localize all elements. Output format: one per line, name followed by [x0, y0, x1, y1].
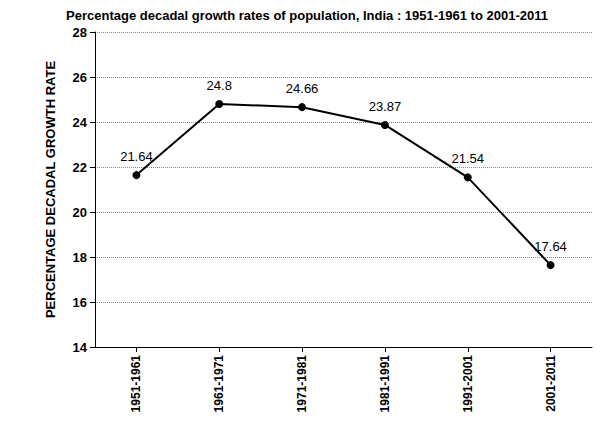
- svg-text:1961-1971: 1961-1971: [212, 355, 226, 413]
- svg-text:24.8: 24.8: [207, 78, 232, 93]
- svg-text:26: 26: [73, 70, 87, 85]
- svg-text:23.87: 23.87: [369, 99, 402, 114]
- svg-text:20: 20: [73, 205, 87, 220]
- svg-text:21.54: 21.54: [451, 151, 484, 166]
- svg-text:14: 14: [73, 340, 88, 355]
- svg-text:2001-2011: 2001-2011: [544, 355, 558, 412]
- svg-text:24.66: 24.66: [286, 81, 319, 96]
- svg-text:22: 22: [73, 160, 87, 175]
- svg-text:21.64: 21.64: [120, 149, 153, 164]
- svg-text:28: 28: [73, 25, 87, 40]
- svg-text:1981-1991: 1981-1991: [378, 355, 392, 413]
- svg-text:17.64: 17.64: [534, 239, 567, 254]
- svg-text:PERCENTAGE DECADAL GROWTH RATE: PERCENTAGE DECADAL GROWTH RATE: [43, 61, 58, 318]
- svg-text:1991-2001: 1991-2001: [461, 355, 475, 413]
- svg-text:1971-1981: 1971-1981: [295, 355, 309, 413]
- svg-text:1951-1961: 1951-1961: [129, 355, 143, 413]
- svg-text:24: 24: [73, 115, 88, 130]
- svg-text:16: 16: [73, 295, 87, 310]
- svg-text:18: 18: [73, 250, 87, 265]
- svg-text:Percentage decadal growth rate: Percentage decadal growth rates of popul…: [66, 8, 548, 23]
